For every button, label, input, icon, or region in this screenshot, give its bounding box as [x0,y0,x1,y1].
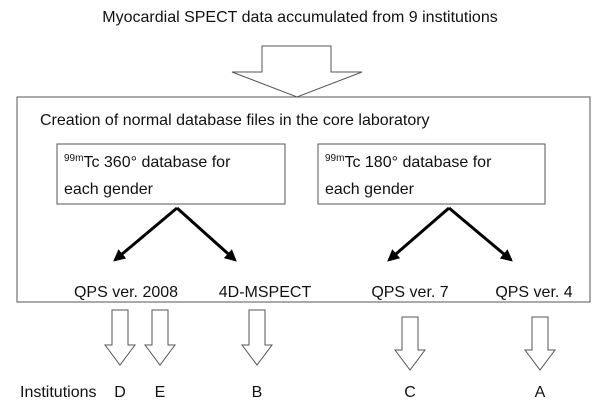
down-arrow [144,309,176,366]
institution: E [155,384,166,401]
software-label: QPS ver. 2008 [74,284,178,301]
software-label: 4D-MSPECT [219,284,312,301]
database-label: each gender [64,181,154,198]
software-label: QPS ver. 7 [371,284,448,301]
arrows [113,206,513,262]
institution: C [404,384,416,401]
down-arrow [524,316,556,371]
big-arrow [231,45,363,98]
database-label: 99mTc 180° database for [325,153,492,172]
database-label: 99mTc 360° database for [64,153,231,172]
institution: A [535,384,546,401]
down-arrow [394,316,426,371]
institutions-label: Institutions [20,384,96,401]
title: Myocardial SPECT data accumulated from 9… [102,9,497,26]
core-label: Creation of normal database files in the… [40,112,430,129]
institution: D [114,384,126,401]
database-label: each gender [325,181,415,198]
software-label: QPS ver. 4 [495,284,572,301]
database-box [317,143,546,205]
down-arrow [241,309,273,366]
database-box [56,143,286,205]
down-arrow [104,309,136,366]
institution: B [252,384,263,401]
